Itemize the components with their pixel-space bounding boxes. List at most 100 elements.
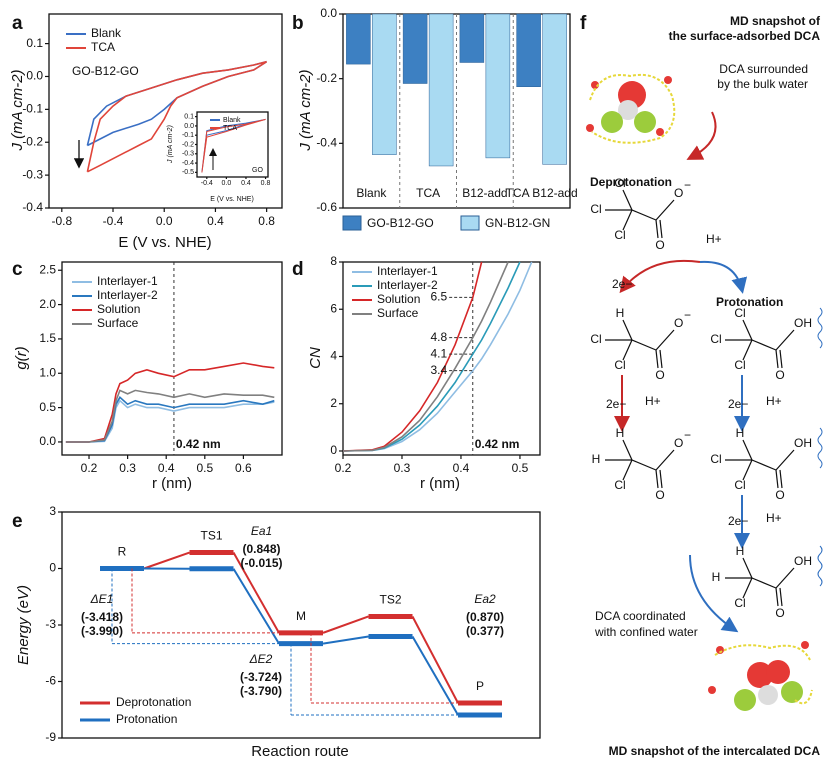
y-axis-label: J (mA cm-2): [297, 69, 314, 151]
y-axis-label: g(r): [13, 346, 30, 369]
series-line: [65, 362, 275, 443]
energy-value: (0.870): [466, 610, 504, 624]
bond: [742, 439, 753, 461]
atom: Cl: [734, 478, 745, 492]
atom: H: [736, 426, 745, 440]
y-tick-label: 3: [49, 504, 56, 518]
step-label: 2e−: [728, 397, 748, 411]
bar: [542, 13, 567, 165]
bond: [622, 459, 633, 481]
panel-label: a: [12, 13, 23, 34]
y-axis-label: Energy (eV): [15, 585, 32, 665]
scheme-title: MD snapshot of: [730, 14, 821, 28]
bond: [631, 459, 657, 471]
panel-label: c: [12, 259, 23, 280]
series-line: [86, 60, 268, 173]
category-label: TCA B12-add: [506, 186, 578, 200]
legend-label: Surface: [377, 306, 419, 320]
bond: [655, 199, 675, 221]
energy-label: ΔE2: [249, 652, 273, 666]
bond: [775, 469, 779, 489]
bond: [751, 339, 777, 351]
x-tick-label: -0.4: [103, 214, 124, 228]
x-axis-label: r (nm): [152, 475, 192, 492]
x-tick-label: 0.6: [235, 461, 252, 475]
y-tick-label: 0.1: [26, 36, 43, 50]
x-tick-label: 0.4: [453, 461, 470, 475]
atom: H: [592, 452, 601, 466]
state-label: TS1: [200, 529, 222, 543]
wavy-surface: [817, 427, 823, 469]
connector: [232, 552, 280, 634]
legend-label: Interlayer-2: [377, 278, 438, 292]
marker-label: 4.8: [430, 330, 447, 344]
atom: Cl: [734, 358, 745, 372]
legend-label: Deprotonation: [116, 695, 191, 709]
plot-frame: [342, 261, 541, 456]
legend-label: GO-B12-GO: [367, 216, 434, 230]
y-tick-label: -0.2: [182, 141, 194, 148]
x-tick-label: 0.3: [394, 461, 411, 475]
reference-label: 0.42 nm: [176, 437, 221, 451]
legend-label: GN-B12-GN: [485, 216, 550, 230]
legend-label: TCA: [91, 40, 115, 54]
energy-value: (-0.015): [240, 556, 282, 570]
series-line: [65, 389, 275, 443]
energy-value: (-3.790): [240, 684, 282, 698]
bond: [622, 319, 633, 341]
bond: [775, 449, 795, 471]
y-tick-label: 0: [49, 561, 56, 575]
bond: [622, 209, 633, 231]
atom: H: [712, 570, 721, 584]
panel-label: b: [292, 13, 304, 34]
arrow: [686, 111, 717, 160]
atom: O: [655, 368, 664, 382]
atom: Cl: [614, 358, 625, 372]
bond: [659, 469, 663, 489]
plot-frame: [61, 261, 283, 456]
energy-value: (-3.418): [81, 610, 123, 624]
x-axis-label: E (V vs. NHE): [118, 234, 211, 251]
y-tick-label: 0.0: [26, 69, 43, 83]
atom: Cl: [734, 596, 745, 610]
y-tick-label: 2.5: [39, 262, 56, 276]
x-axis-label: r (nm): [420, 475, 460, 492]
y-tick-label: -0.1: [22, 102, 43, 116]
x-tick-label: 0.5: [196, 461, 213, 475]
atom: OH: [794, 554, 812, 568]
energy-value: (0.377): [466, 624, 504, 638]
atom: O: [775, 368, 784, 382]
bar: [372, 13, 397, 155]
y-tick-label: -0.4: [22, 200, 43, 214]
state-label: M: [296, 609, 306, 623]
y-tick-label: -0.4: [316, 136, 337, 150]
bond: [655, 469, 659, 489]
plot-frame: [48, 13, 283, 209]
x-tick-label: 0.4: [158, 461, 175, 475]
y-tick-label: 0.0: [320, 6, 337, 20]
bond: [775, 587, 779, 607]
atom: Cl: [734, 306, 745, 320]
connector: [322, 635, 369, 645]
y-tick-label: -0.6: [316, 200, 337, 214]
scheme-note: with confined water: [594, 625, 698, 639]
connector: [411, 616, 459, 704]
y-tick-label: -0.4: [182, 160, 194, 167]
bond: [631, 339, 657, 351]
energy-label: ΔE1: [90, 592, 114, 606]
y-tick-label: 6: [330, 301, 337, 315]
y-axis-label: J (mA cm-2): [9, 69, 26, 151]
atom: O: [655, 238, 664, 252]
annotation: GO-B12-GO: [72, 64, 139, 78]
energy-value: (0.848): [242, 542, 280, 556]
x-tick-label: 0.4: [207, 214, 224, 228]
atom: O: [674, 186, 683, 200]
category-label: Blank: [356, 186, 387, 200]
legend-label: Interlayer-2: [97, 288, 158, 302]
marker-label: 4.1: [430, 346, 447, 360]
marker-label: 6.5: [430, 290, 447, 304]
legend-label: Solution: [97, 302, 140, 316]
bond: [742, 339, 753, 361]
x-axis-label: Reaction route: [251, 743, 349, 760]
